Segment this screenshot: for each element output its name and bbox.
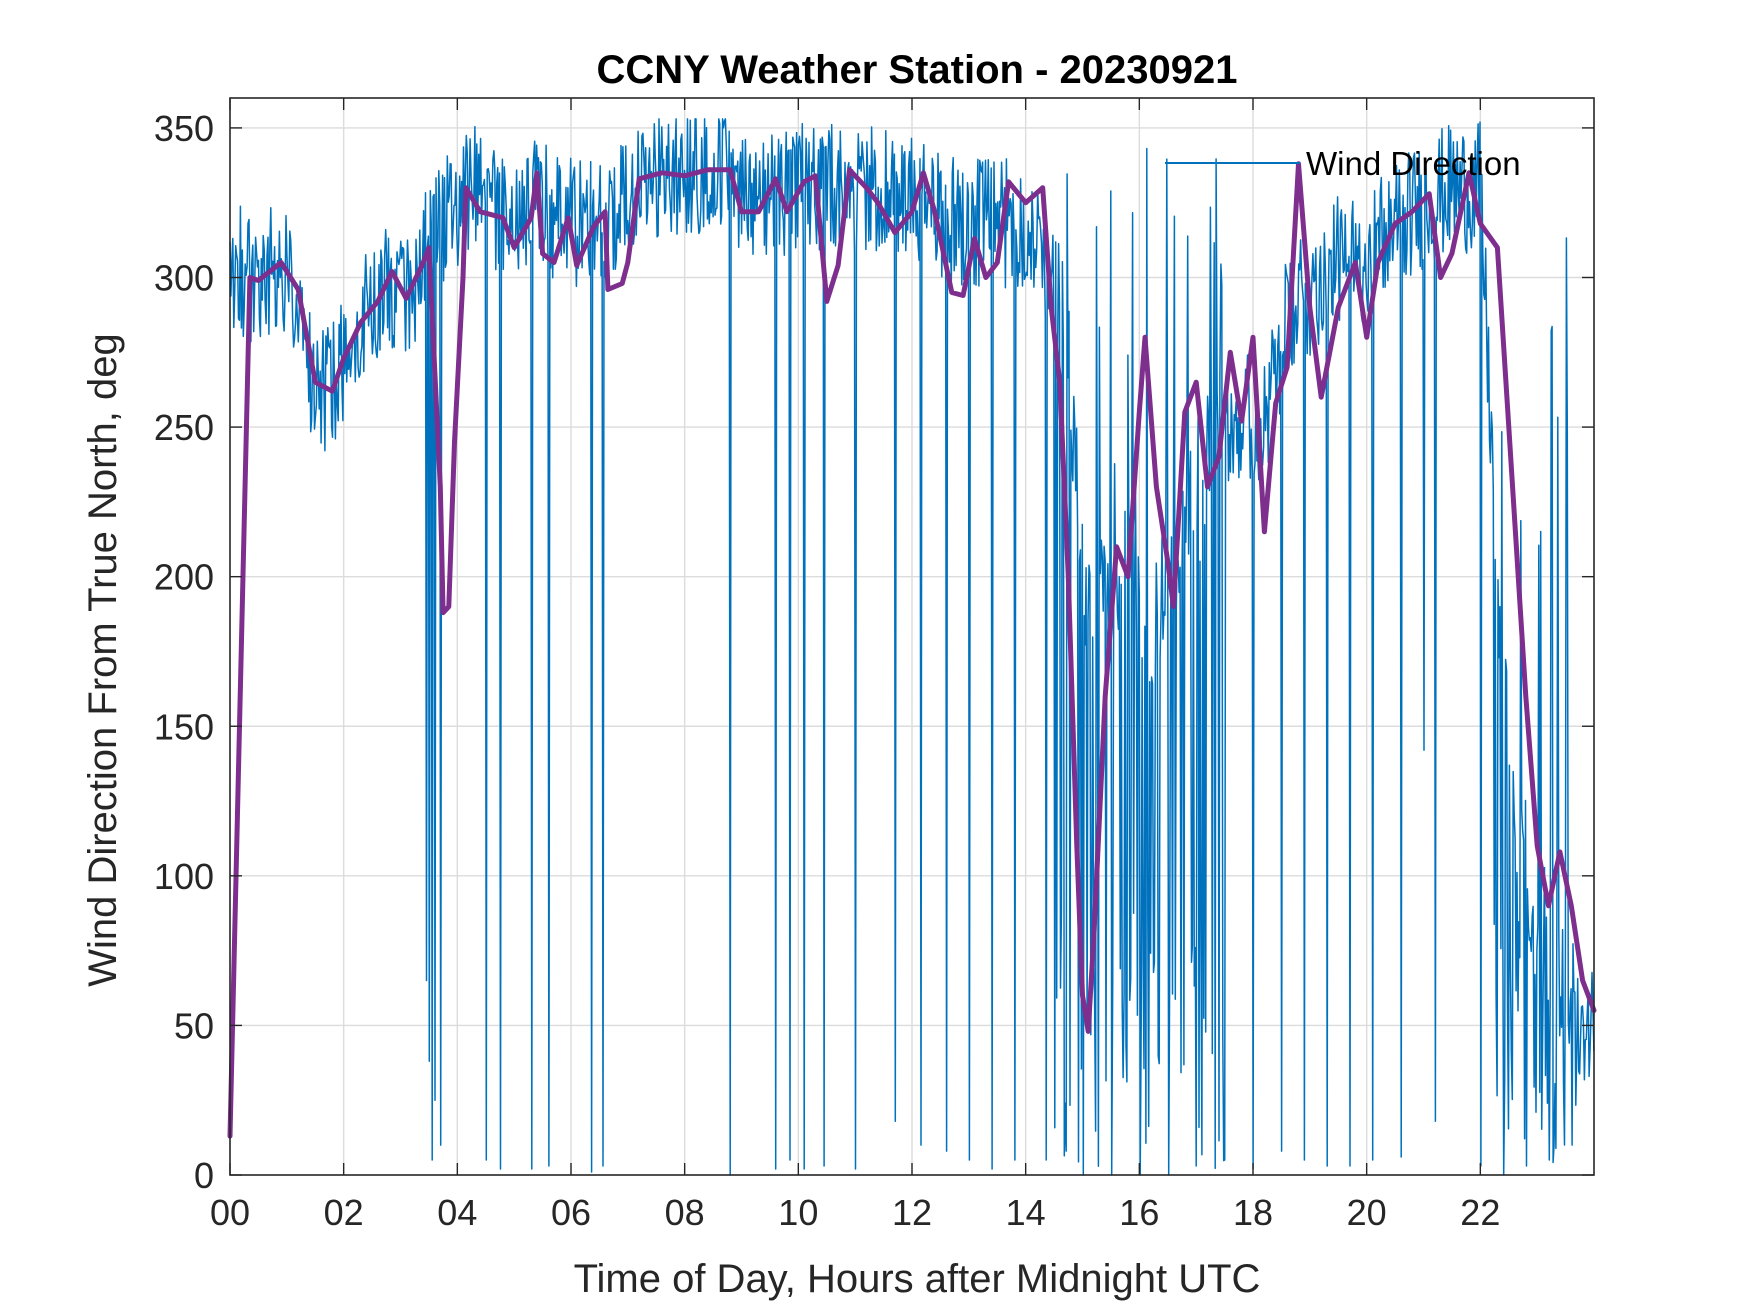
series-line-smoothed	[227, 161, 1597, 1139]
y-tick-labels: 0 50 100 150 200 250 300 350	[154, 108, 214, 1196]
x-tick-label: 18	[1233, 1192, 1273, 1233]
legend-label-wind-direction: Wind Direction	[1306, 145, 1521, 182]
legend: Wind Direction	[1165, 145, 1521, 182]
x-tick-label: 04	[437, 1192, 477, 1233]
x-tick-label: 20	[1347, 1192, 1387, 1233]
plot-content	[227, 118, 1597, 1176]
y-tick-label: 200	[154, 557, 214, 598]
y-tick-label: 300	[154, 258, 214, 299]
y-tick-label: 100	[154, 856, 214, 897]
x-tick-label: 06	[551, 1192, 591, 1233]
x-axis-label: Time of Day, Hours after Midnight UTC	[574, 1257, 1261, 1301]
x-tick-label: 02	[324, 1192, 364, 1233]
x-tick-label: 12	[892, 1192, 932, 1233]
series-smoothed-wind-direction	[227, 161, 1597, 1139]
y-tick-label: 350	[154, 108, 214, 149]
series-wind-direction	[229, 118, 1595, 1176]
y-tick-label: 50	[174, 1005, 214, 1046]
x-tick-label: 16	[1119, 1192, 1159, 1233]
x-tick-label: 22	[1460, 1192, 1500, 1233]
y-tick-label: 150	[154, 706, 214, 747]
x-tick-label: 10	[778, 1192, 818, 1233]
x-tick-label: 14	[1006, 1192, 1046, 1233]
x-tick-label: 08	[665, 1192, 705, 1233]
chart-title: CCNY Weather Station - 20230921	[597, 48, 1238, 92]
plot-border	[229, 97, 1595, 1176]
x-tick-label: 00	[210, 1192, 250, 1233]
y-tick-label: 0	[194, 1155, 214, 1196]
x-tick-labels: 00 02 04 06 08 10 12 14 16 18 20 22	[210, 1192, 1500, 1233]
y-axis-label: Wind Direction From True North, deg	[81, 333, 125, 987]
series-line-wind-direction	[229, 118, 1595, 1176]
y-tick-label: 250	[154, 407, 214, 448]
